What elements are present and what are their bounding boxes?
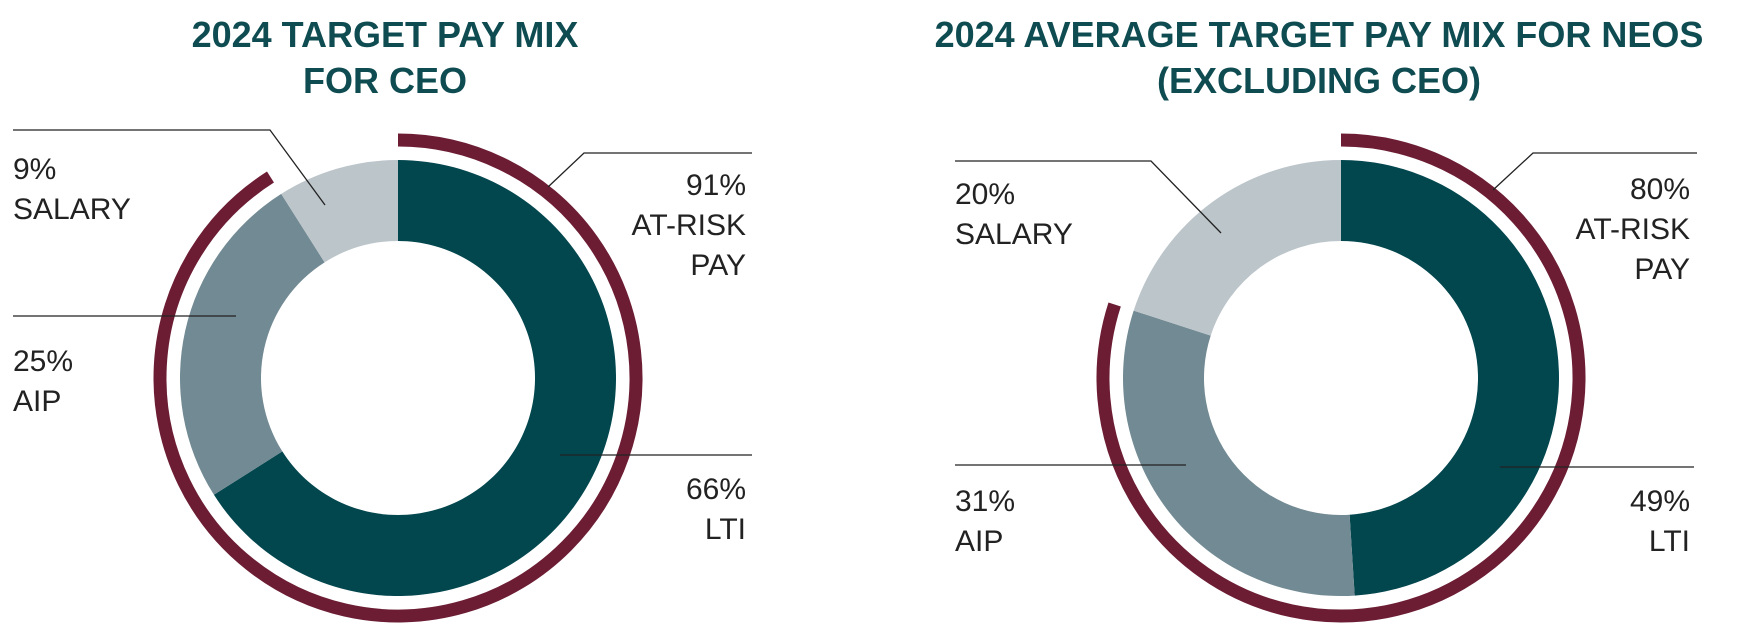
neo-leader-line-atrisk [1492,152,1697,191]
neo-donut-chart [955,133,1697,623]
ceo-at-risk-value: 91% [685,169,746,202]
neo-slice-lti [1341,160,1559,596]
neo-at-risk-label: 80% AT-RISK PAY [1576,170,1690,290]
chart-title-neos-line-1: 2024 AVERAGE TARGET PAY MIX FOR NEOS [934,14,1704,55]
neo-salary-value: 20% [955,178,1016,211]
ceo-at-risk-name-2: PAY [690,249,746,282]
neo-at-risk-name-1: AT-RISK [1575,213,1690,246]
neo-aip-label: 31% AIP [955,482,1015,562]
ceo-leader-line-atrisk [547,152,752,188]
ceo-slice-aip [179,193,325,495]
neo-aip-name: AIP [955,525,1004,558]
neo-lti-name: LTI [1648,525,1690,558]
neo-lti-value: 49% [1629,485,1690,518]
ceo-lti-label: 66% LTI [686,470,746,550]
ceo-aip-name: AIP [13,385,62,418]
chart-title-neos-line-2: (EXCLUDING CEO) [1157,60,1481,101]
neo-leader-line-salary [955,160,1222,234]
neo-aip-value: 31% [955,485,1016,518]
ceo-at-risk-arc [153,133,643,623]
chart-title-ceo: 2024 TARGET PAY MIX FOR CEO [90,12,680,104]
neo-at-risk-arc [1096,133,1586,623]
chart-title-neos: 2024 AVERAGE TARGET PAY MIX FOR NEOS (EX… [900,12,1738,104]
ceo-donut-chart [13,129,752,623]
ceo-salary-value: 9% [13,153,57,186]
ceo-at-risk-label: 91% AT-RISK PAY [632,166,746,286]
ceo-at-risk-name-1: AT-RISK [631,209,746,242]
neo-lti-label: 49% LTI [1630,482,1690,562]
ceo-leader-line-salary [13,129,326,206]
neo-slice-salary [1133,160,1341,336]
ceo-slice-lti [213,160,616,597]
neo-at-risk-value: 80% [1629,173,1690,206]
ceo-aip-label: 25% AIP [13,342,73,422]
neo-salary-name: SALARY [955,218,1073,251]
chart-title-ceo-line-2: FOR CEO [302,60,467,101]
chart-title-ceo-line-1: 2024 TARGET PAY MIX [191,14,579,55]
neo-at-risk-name-2: PAY [1634,253,1690,286]
ceo-salary-name: SALARY [13,193,131,226]
ceo-lti-value: 66% [685,473,746,506]
ceo-lti-name: LTI [704,513,746,546]
neo-salary-label: 20% SALARY [955,175,1073,255]
ceo-salary-label: 9% SALARY [13,150,131,230]
neo-slice-aip [1123,310,1355,596]
ceo-aip-value: 25% [13,345,74,378]
